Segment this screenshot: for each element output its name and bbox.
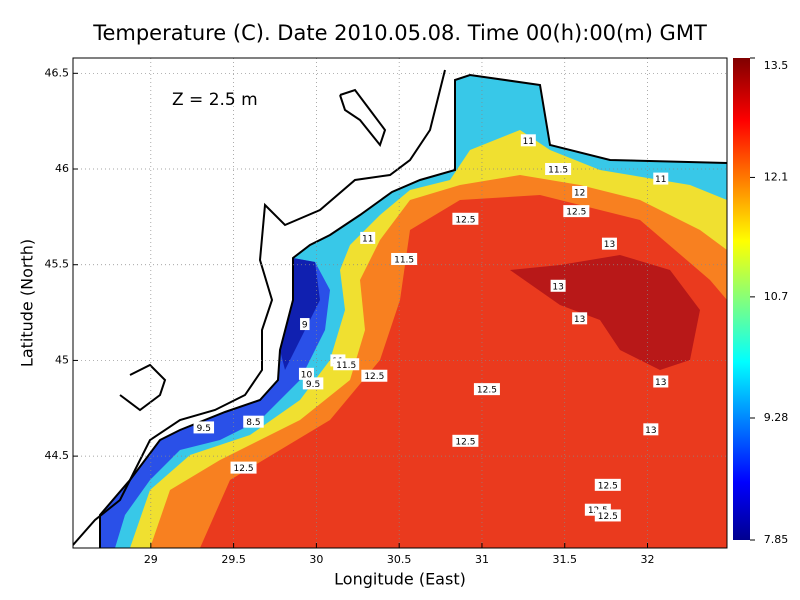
contour-label-bg bbox=[243, 415, 264, 428]
contour-label-bg bbox=[653, 172, 669, 185]
contour-label: 11 bbox=[362, 234, 373, 244]
y-tick-label: 46 bbox=[55, 162, 69, 175]
colorbar-label: 9.28 bbox=[764, 411, 789, 424]
contour-label-bg bbox=[653, 375, 669, 388]
contour-label-bg bbox=[302, 377, 324, 390]
contour-label: 11.5 bbox=[336, 361, 356, 371]
contour-label: 12.5 bbox=[598, 481, 618, 491]
x-tick-label: 29 bbox=[144, 553, 158, 566]
contour-label-bg bbox=[563, 205, 590, 218]
contour-label-bg bbox=[643, 423, 659, 436]
colorbar-label: 13.5 bbox=[764, 59, 789, 72]
contour-label: 13 bbox=[552, 282, 563, 292]
contour-label: 13 bbox=[604, 240, 615, 250]
contour-label-bg bbox=[545, 163, 572, 176]
contour-label-bg bbox=[230, 461, 257, 474]
contour-label-bg bbox=[333, 358, 360, 371]
contour-label: 10 bbox=[301, 370, 313, 380]
y-tick-label: 46.5 bbox=[45, 66, 70, 79]
contour-label: 12.5 bbox=[364, 372, 384, 382]
x-tick-label: 32 bbox=[641, 553, 655, 566]
contour-label: 8.5 bbox=[246, 418, 260, 428]
contour-label: 12.5 bbox=[598, 512, 618, 522]
lake bbox=[119, 363, 167, 412]
river bbox=[73, 69, 446, 546]
contour-label-bg bbox=[298, 367, 314, 380]
x-tick-label: 30 bbox=[309, 553, 323, 566]
contour-label-bg bbox=[391, 252, 418, 265]
sea-navy bbox=[280, 258, 320, 370]
contour-label: 13 bbox=[574, 315, 585, 325]
contour-label-bg bbox=[520, 134, 536, 147]
x-tick-label: 30.5 bbox=[387, 553, 412, 566]
contour-label-bg bbox=[452, 212, 479, 225]
contour-label: 13 bbox=[645, 426, 656, 436]
temperature-field bbox=[73, 58, 727, 548]
contour-label-bg bbox=[452, 434, 479, 447]
lake bbox=[339, 88, 387, 148]
contour-label: 11 bbox=[523, 137, 534, 147]
contour-label-bg bbox=[193, 421, 215, 434]
x-tick-label: 29.5 bbox=[221, 553, 246, 566]
contour-label: 12.5 bbox=[566, 208, 586, 218]
contour-label-bg bbox=[550, 279, 566, 292]
colorbar-label: 10.7 bbox=[764, 290, 789, 303]
colorbar-label: 7.85 bbox=[764, 533, 789, 546]
x-tick-label: 31 bbox=[475, 553, 489, 566]
contour-label-bg bbox=[361, 369, 388, 382]
contour-label: 12.5 bbox=[455, 215, 475, 225]
colorbar-label: 12.1 bbox=[764, 170, 789, 183]
contour-label: 12.5 bbox=[234, 464, 254, 474]
depth-annotation: Z = 2.5 m bbox=[172, 90, 258, 110]
y-tick-label: 45 bbox=[55, 353, 69, 366]
contour-label: 12.5 bbox=[455, 437, 475, 447]
contour-label-bg bbox=[300, 318, 310, 331]
colorbar bbox=[733, 58, 750, 540]
contour-label-bg bbox=[601, 237, 617, 250]
y-tick-label: 44.5 bbox=[45, 449, 70, 462]
contour-label: 13 bbox=[655, 378, 666, 388]
x-tick-label: 31.5 bbox=[552, 553, 577, 566]
contour-label-bg bbox=[360, 231, 376, 244]
y-tick-label: 45.5 bbox=[45, 258, 70, 271]
contour-label: 12.5 bbox=[477, 386, 497, 396]
contour-label: 9.5 bbox=[306, 380, 320, 390]
contour-label-bg bbox=[572, 185, 588, 198]
coastline bbox=[99, 73, 727, 548]
contour-label: 9 bbox=[302, 321, 308, 331]
contour-label-bg bbox=[572, 312, 588, 325]
chart-title: Temperature (C). Date 2010.05.08. Time 0… bbox=[92, 21, 707, 45]
contour-label: 11.5 bbox=[394, 255, 414, 265]
contour-label-bg bbox=[473, 383, 500, 396]
contour-label: 12 bbox=[574, 188, 585, 198]
contour-label-bg bbox=[594, 509, 621, 522]
contour-label: 11 bbox=[655, 175, 666, 185]
plot-frame bbox=[72, 57, 728, 549]
contour-label: 9.5 bbox=[197, 424, 211, 434]
x-axis-label: Longitude (East) bbox=[334, 570, 466, 589]
contour-label: 11.5 bbox=[548, 166, 568, 176]
y-axis-label: Latitude (North) bbox=[18, 239, 37, 367]
contour-label-bg bbox=[594, 478, 621, 491]
